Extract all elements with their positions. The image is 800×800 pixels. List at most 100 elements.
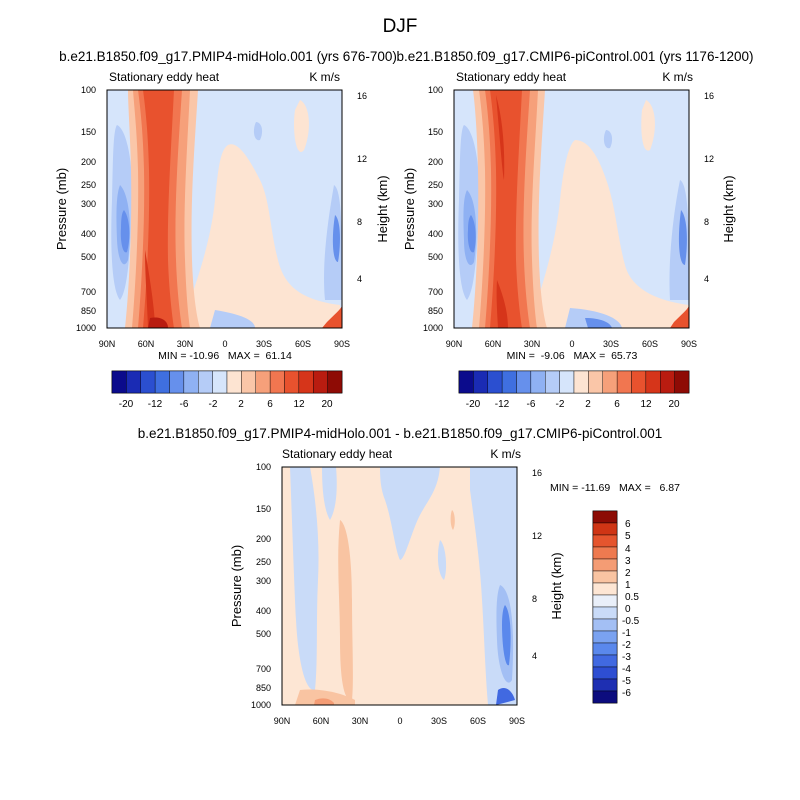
colorbar-swatch (592, 534, 618, 548)
y2-tick-label: 8 (704, 217, 709, 227)
colorbar-tick-label: -20 (119, 399, 134, 410)
contour-band-positive-weak (294, 100, 309, 152)
contour-band-positive-strong (322, 306, 342, 328)
colorbar-swatch (592, 522, 618, 536)
colorbar-swatch (592, 594, 618, 608)
panel-left-label: Stationary eddy heat (456, 70, 567, 84)
x-tick-label: 0 (222, 339, 227, 349)
colorbar-picontrol: -20 -12 -6 -2 2 6 12 20 (458, 370, 690, 410)
x-tick-label: 60S (642, 339, 658, 349)
y2-tick-label: 16 (532, 468, 542, 478)
colorbar-swatch (169, 370, 185, 394)
colorbar-tick-label: -20 (466, 399, 481, 410)
x-tick-label: 30N (524, 339, 541, 349)
panel-units-label: K m/s (309, 70, 340, 84)
contour-band-positive-strong (314, 698, 334, 705)
y-tick-label: 500 (428, 252, 443, 262)
contour-band-positive-strongest (496, 95, 505, 180)
colorbar-swatch (530, 370, 546, 394)
contour-band-positive-moderate (338, 520, 353, 701)
y-tick-label: 250 (81, 180, 96, 190)
colorbar-tick-label: -6 (622, 688, 631, 699)
colorbar-swatch (226, 370, 242, 394)
y-tick-label: 250 (256, 557, 271, 567)
y2-tick-label: 12 (532, 531, 542, 541)
y-tick-label: 150 (428, 127, 443, 137)
panel-units-label: K m/s (662, 70, 693, 84)
contour-field (282, 467, 517, 705)
colorbar-swatch (592, 618, 618, 632)
panel-left-label: Stationary eddy heat (282, 447, 393, 461)
colorbar-tick-label: 12 (640, 399, 652, 410)
colorbar-swatch (298, 370, 314, 394)
x-tick-label: 90S (681, 339, 697, 349)
colorbar-swatch (559, 370, 575, 394)
y-tick-label: 850 (428, 306, 443, 316)
colorbar-swatch (592, 654, 618, 668)
contour-band-positive-weak (528, 140, 689, 328)
x-tick-label: 30S (603, 339, 619, 349)
colorbar-swatch (674, 370, 690, 394)
colorbar-tick-label: -5 (622, 676, 631, 687)
figure-title: DJF (383, 16, 418, 37)
contour-band-negative-moderate (585, 318, 612, 328)
y-axis-label: Pressure (mb) (229, 545, 244, 627)
stats-label: MIN = -10.96 MAX = 61.14 (158, 350, 292, 362)
y2-tick-label: 8 (357, 217, 362, 227)
contour-band-positive-strongest (496, 280, 508, 328)
contour-band-negative-weak (322, 467, 337, 520)
colorbar-swatch (660, 370, 675, 394)
plot-frame (453, 89, 690, 329)
x-tick-label: 90S (509, 716, 525, 726)
panel-left-label: Stationary eddy heat (109, 70, 220, 84)
contour-band-positive-moderate (450, 510, 455, 530)
y-tick-label: 100 (81, 85, 96, 95)
y-tick-label: 400 (256, 606, 271, 616)
x-tick-label: 60N (138, 339, 155, 349)
x-tick-label: 30S (256, 339, 272, 349)
contour-band-positive-weak (641, 100, 655, 151)
y-tick-label: 1000 (423, 323, 443, 333)
colorbar-swatch (501, 370, 517, 394)
contour-band-negative-strong (120, 210, 130, 253)
colorbar-tick-label: 5 (625, 531, 631, 542)
y-tick-label: 1000 (76, 323, 96, 333)
contour-band-positive-moderate (295, 689, 355, 705)
panel-title: b.e21.B1850.f09_g17.PMIP4-midHolo.001 - … (138, 426, 663, 441)
y-tick-label: 400 (81, 229, 96, 239)
y2-axis-label: Height (km) (375, 175, 390, 242)
panel-units-label: K m/s (490, 447, 521, 461)
colorbar-swatch (458, 370, 474, 394)
colorbar-tick-label: -6 (527, 399, 536, 410)
colorbar-swatch (592, 630, 618, 644)
colorbar-swatch (592, 666, 618, 680)
colorbar-swatch (140, 370, 156, 394)
colorbar-tick-label: 12 (293, 399, 305, 410)
colorbar-swatch (284, 370, 300, 394)
contour-band-negative-weak (603, 130, 613, 149)
y-tick-label: 700 (256, 664, 271, 674)
panel-title: b.e21.B1850.f09_g17.CMIP6-piControl.001 … (397, 49, 754, 64)
colorbar-tick-label: -2 (556, 399, 565, 410)
stats-label: MIN = -11.69 MAX = 6.87 (550, 482, 680, 494)
colorbar-swatch (241, 370, 256, 394)
colorbar-swatch (255, 370, 271, 394)
y-tick-label: 300 (256, 576, 271, 586)
colorbar-tick-label: 6 (267, 399, 273, 410)
y2-axis-label: Height (km) (721, 175, 736, 242)
contour-band-positive-strongest (145, 250, 155, 328)
y-tick-label: 850 (81, 306, 96, 316)
colorbar-tick-label: -2 (622, 640, 631, 651)
colorbar-swatch (592, 510, 618, 524)
contour-band-positive-strongest (148, 317, 168, 328)
panel-midholo: b.e21.B1850.f09_g17.PMIP4-midHolo.001 (y… (54, 49, 397, 410)
x-tick-label: 90N (446, 339, 463, 349)
y2-tick-label: 12 (357, 154, 367, 164)
colorbar-midholo: -20 -12 -6 -2 2 6 12 20 (111, 370, 343, 410)
colorbar-swatch (545, 370, 560, 394)
colorbar-tick-label: -2 (209, 399, 218, 410)
contour-band-negative-strong (467, 215, 476, 253)
contour-band-negative-weak (210, 310, 255, 328)
x-tick-label: 30N (177, 339, 194, 349)
